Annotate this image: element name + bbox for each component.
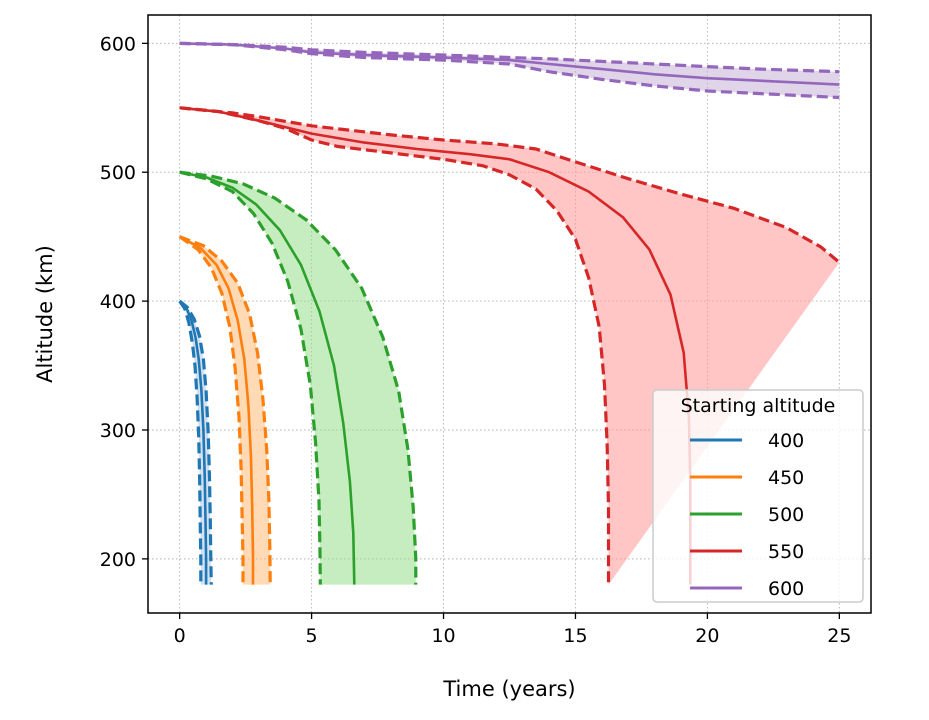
y-tick-label: 400 <box>100 291 136 313</box>
band-450 <box>179 236 271 585</box>
plot-frame <box>147 14 872 614</box>
legend-item-450: 450 <box>690 467 804 489</box>
legend-item-500: 500 <box>690 504 804 526</box>
x-tick-label: 20 <box>695 625 719 647</box>
x-tick-label: 0 <box>174 625 186 647</box>
legend-item-550: 550 <box>690 541 804 563</box>
band-500 <box>179 172 416 585</box>
lower-line-500 <box>179 170 322 585</box>
x-tick-label: 10 <box>431 625 455 647</box>
x-tick-label: 15 <box>563 625 587 647</box>
band-400 <box>179 301 212 585</box>
legend-item-400: 400 <box>690 430 804 452</box>
upper-line-550 <box>179 106 841 264</box>
upper-line-500 <box>179 170 418 585</box>
legend-label: 400 <box>768 430 804 452</box>
y-tick-label: 500 <box>100 162 136 184</box>
line-layer <box>178 41 841 585</box>
legend-label: 550 <box>768 541 804 563</box>
mean-line-500 <box>179 170 356 585</box>
y-tick-label: 600 <box>100 33 136 55</box>
x-axis-label: Time (years) <box>442 677 575 701</box>
legend: Starting altitude 400 450 500 550 600 <box>652 389 864 603</box>
legend-title: Starting altitude <box>681 395 836 417</box>
x-tick-label: 25 <box>827 625 851 647</box>
y-tick-label: 200 <box>100 549 136 571</box>
lower-line-400 <box>178 300 203 585</box>
upper-line-400 <box>178 299 213 585</box>
legend-box <box>652 389 864 603</box>
x-tick-label: 5 <box>306 625 318 647</box>
legend-item-600: 600 <box>690 578 804 600</box>
lower-line-550 <box>179 106 611 585</box>
upper-line-450 <box>179 235 272 585</box>
mean-line-600 <box>179 42 840 86</box>
legend-items: 400 450 500 550 600 <box>690 430 804 600</box>
legend-label: 600 <box>768 578 804 600</box>
mean-line-450 <box>179 235 255 585</box>
lower-line-450 <box>178 235 245 585</box>
mean-line-400 <box>178 300 208 585</box>
legend-label: 500 <box>768 504 804 526</box>
y-axis-label: Altitude (km) <box>33 245 57 383</box>
legend-label: 450 <box>768 467 804 489</box>
mean-line-550 <box>179 106 692 585</box>
y-tick-label: 300 <box>100 420 136 442</box>
band-600 <box>179 43 840 98</box>
tick-layer: 0 5 10 15 20 25 200 300 400 500 600 <box>100 33 852 647</box>
